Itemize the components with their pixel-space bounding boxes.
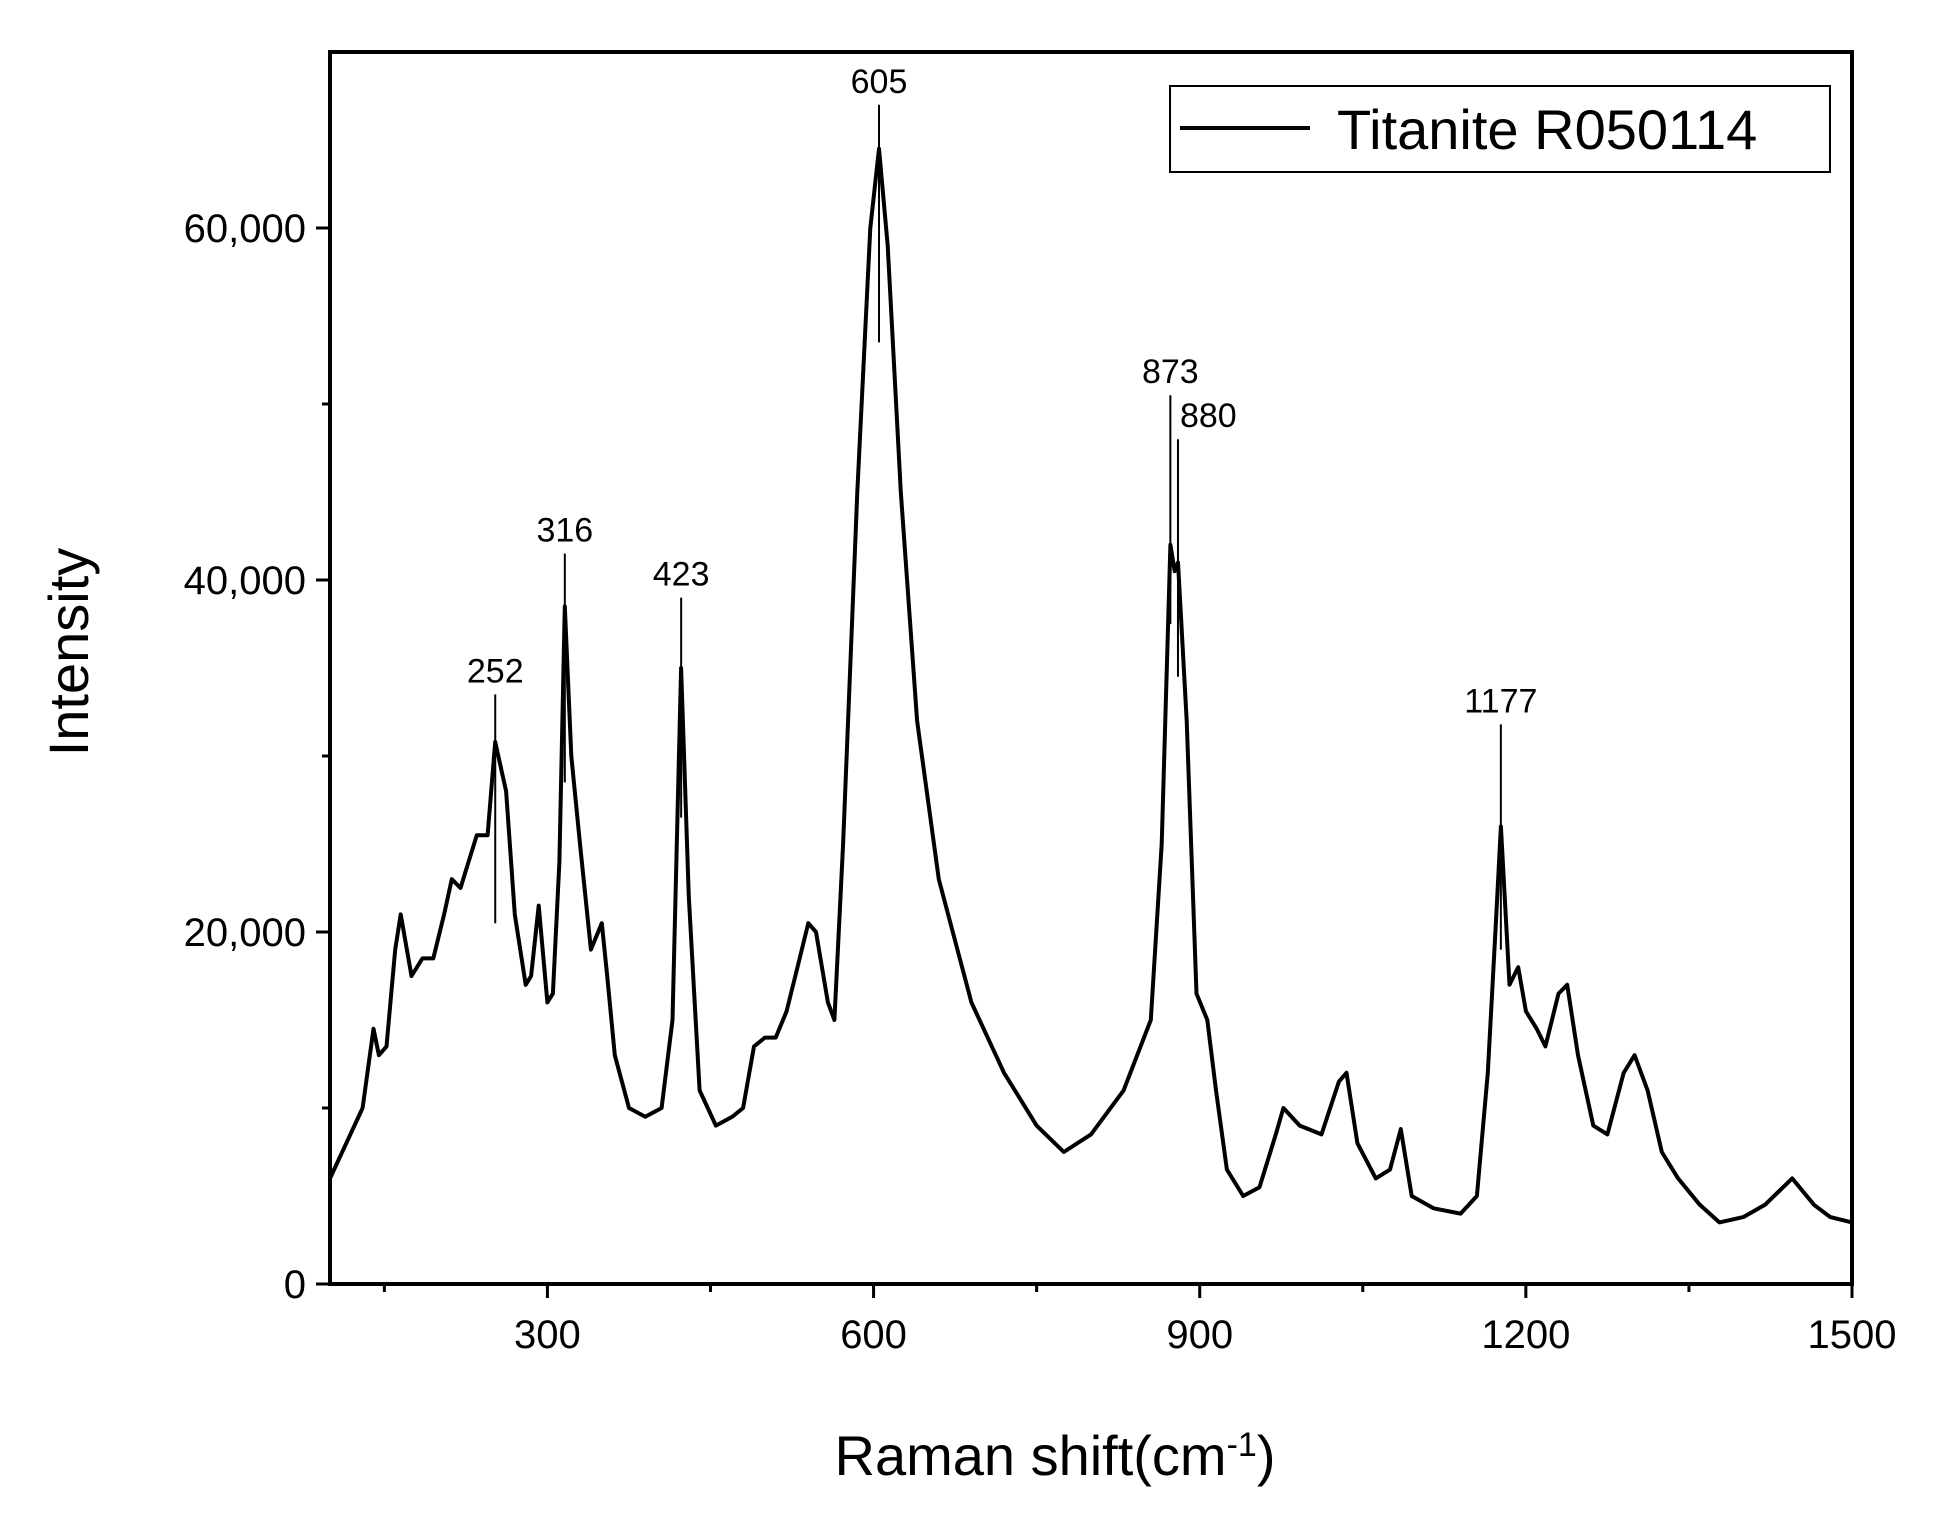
peak-label: 880 [1180, 397, 1237, 435]
x-tick-label: 1500 [1808, 1313, 1897, 1357]
peak-label: 605 [851, 63, 908, 101]
spectrum-line [328, 146, 1853, 1225]
y-axis-ticks: 0 20,000 40,000 60,000 [184, 207, 330, 1307]
peak-label: 873 [1142, 353, 1199, 391]
legend-entry-label: Titanite R050114 [1337, 98, 1757, 161]
peak-label: 423 [653, 556, 710, 594]
x-axis-ticks: 300 600 900 1200 1500 [382, 1284, 1897, 1357]
x-tick-label: 600 [840, 1313, 907, 1357]
peak-label: 1177 [1464, 682, 1537, 720]
peak-label: 252 [467, 652, 524, 690]
y-axis-title: Intensity [37, 548, 100, 757]
peak-label: 316 [536, 512, 593, 550]
x-tick-label: 1200 [1481, 1313, 1570, 1357]
x-axis-title: Raman shift(cm-1) [835, 1424, 1276, 1487]
y-tick-label: 0 [284, 1263, 306, 1307]
legend: Titanite R050114 [1169, 85, 1831, 173]
peak-annotations: 252 316 423 605 873 880 1177 [467, 63, 1537, 950]
plot-frame [328, 50, 1854, 1286]
x-tick-label: 900 [1166, 1313, 1233, 1357]
x-tick-label: 300 [514, 1313, 581, 1357]
y-tick-label: 40,000 [184, 559, 306, 603]
y-tick-label: 60,000 [184, 207, 306, 251]
y-tick-label: 20,000 [184, 911, 306, 955]
